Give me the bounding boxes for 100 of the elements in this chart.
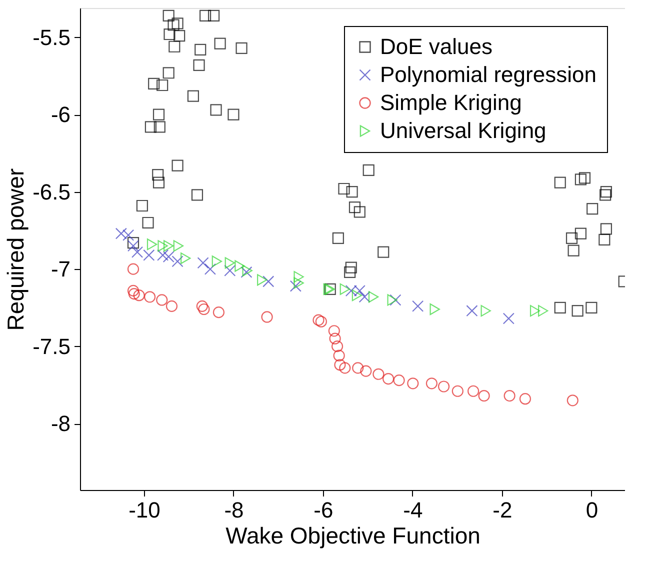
point	[234, 260, 245, 272]
point	[412, 300, 424, 312]
point	[136, 200, 148, 212]
point	[468, 385, 480, 397]
point	[572, 305, 584, 317]
point	[164, 240, 174, 252]
legend-label: DoE values	[380, 34, 493, 59]
point	[554, 176, 566, 188]
point	[143, 249, 155, 261]
x-tick-label: -8	[224, 498, 244, 522]
point	[162, 250, 174, 263]
point	[158, 240, 168, 252]
point	[586, 203, 598, 215]
point	[393, 374, 405, 386]
point	[358, 291, 370, 303]
point	[162, 10, 174, 22]
point	[315, 316, 327, 328]
point	[173, 240, 184, 252]
point	[212, 306, 225, 318]
point	[340, 283, 350, 295]
point	[600, 186, 612, 198]
point	[334, 359, 346, 371]
point	[162, 67, 174, 79]
point	[438, 380, 450, 392]
point	[262, 276, 274, 288]
point	[228, 108, 240, 120]
point	[600, 189, 612, 201]
point	[128, 288, 140, 300]
point	[127, 240, 140, 252]
point	[478, 390, 490, 402]
point	[172, 160, 184, 172]
x-axis-title: Wake Objective Function	[226, 522, 480, 548]
point	[382, 372, 394, 385]
point	[360, 365, 372, 377]
point	[166, 300, 178, 312]
point	[566, 232, 578, 244]
point	[430, 303, 440, 316]
point	[191, 189, 204, 201]
point	[530, 305, 540, 317]
point	[354, 206, 366, 218]
point	[600, 223, 612, 235]
point	[152, 176, 165, 188]
point	[352, 362, 364, 374]
point	[344, 266, 356, 278]
y-tick-label: -7	[50, 256, 70, 282]
x-tick-label: -4	[403, 498, 423, 522]
point	[568, 244, 580, 256]
point	[348, 201, 361, 214]
point	[261, 311, 273, 323]
point	[127, 263, 140, 275]
point	[372, 368, 384, 380]
point	[194, 44, 206, 56]
point	[566, 394, 578, 406]
point	[519, 393, 532, 405]
point	[345, 262, 357, 274]
point	[214, 38, 226, 50]
point	[115, 228, 127, 240]
point	[208, 10, 220, 22]
point	[504, 390, 516, 402]
point	[212, 256, 222, 268]
point	[390, 294, 402, 306]
point	[197, 257, 209, 269]
point	[168, 40, 180, 52]
point	[332, 232, 344, 244]
point	[152, 108, 165, 120]
point	[210, 104, 222, 116]
point	[378, 246, 390, 258]
point	[146, 238, 158, 250]
point	[480, 305, 491, 317]
legend-label: Polynomial regression	[380, 62, 596, 87]
point	[290, 280, 302, 292]
point	[578, 172, 591, 184]
point	[172, 18, 184, 30]
point	[122, 229, 134, 241]
point	[127, 284, 140, 296]
point	[154, 121, 166, 133]
point	[466, 305, 478, 317]
point	[598, 234, 610, 246]
point	[224, 264, 236, 276]
point	[152, 169, 164, 181]
point	[156, 294, 168, 306]
point	[172, 256, 184, 268]
legend-label: Universal Kriging	[380, 118, 546, 143]
point	[142, 216, 154, 229]
point	[346, 186, 358, 198]
point	[339, 362, 351, 374]
x-tick-label: -10	[128, 498, 160, 522]
point	[312, 314, 324, 326]
point	[196, 300, 208, 312]
point	[127, 237, 140, 249]
point	[156, 249, 169, 261]
point	[574, 174, 586, 186]
point	[338, 182, 350, 195]
point	[199, 10, 212, 22]
y-tick-label: -6.5	[32, 179, 70, 204]
y-axis-title: Required power	[2, 168, 29, 331]
point	[426, 378, 438, 390]
point	[294, 277, 304, 289]
y-tick-label: -5.5	[32, 24, 70, 50]
point	[333, 350, 345, 362]
